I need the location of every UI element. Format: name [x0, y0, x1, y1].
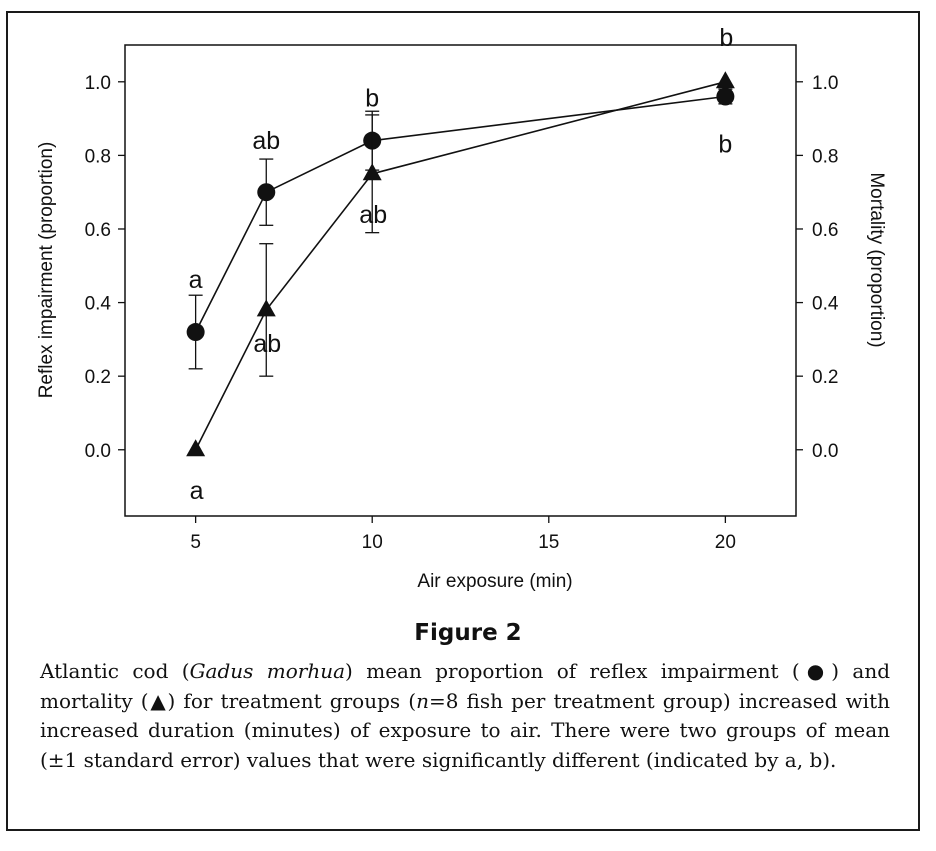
caption-part-1: Atlantic cod ( — [40, 659, 190, 683]
y-left-tick-label: 0.4 — [85, 294, 112, 315]
triangle-point — [362, 163, 382, 181]
y-right-tick-label: 0.8 — [812, 146, 838, 167]
circle-series-line — [194, 95, 726, 333]
y-right-tick-label: 0.0 — [812, 441, 838, 462]
significance-labels: a ab b b a ab ab b — [189, 24, 734, 505]
x-axis-title: Air exposure (min) — [417, 571, 572, 592]
y-right-tick-label: 0.2 — [812, 367, 838, 388]
figure-title: Figure 2 — [414, 620, 522, 646]
triangle-sig-label: ab — [253, 330, 281, 358]
y-right-tick-label: 0.4 — [812, 294, 839, 315]
y-left-tick-label: 0.0 — [85, 441, 111, 462]
figure-caption: Atlantic cod (Gadus morhua) mean proport… — [40, 657, 890, 775]
circle-point — [186, 323, 205, 342]
x-axis: 5 10 15 20 — [190, 516, 736, 553]
series-layer — [186, 71, 735, 457]
x-tick-label: 15 — [538, 532, 559, 553]
y-axis-left: 0.0 0.2 0.4 0.6 0.8 1.0 — [85, 73, 125, 462]
y-left-tick-label: 0.2 — [85, 367, 111, 388]
figure-frame — [6, 11, 920, 831]
triangle-point — [256, 299, 276, 317]
triangle-point — [186, 439, 206, 457]
triangle-sig-label: a — [190, 477, 204, 505]
plot-area — [124, 44, 797, 517]
triangle-series-line — [194, 81, 726, 451]
circle-sig-label: b — [365, 85, 379, 113]
circle-sig-label: b — [718, 131, 732, 159]
circle-sig-label: ab — [252, 127, 280, 155]
circle-point — [716, 87, 735, 106]
caption-species: Gadus morhua — [189, 659, 346, 683]
y-right-tick-label: 0.6 — [812, 220, 838, 241]
y-axis-left-title: Reflex impairment (proportion) — [36, 142, 57, 399]
chart: 5 10 15 20 0.00.20.40.60.81.0 0.00.20.40.60… — [36, 24, 887, 592]
caption-part-3: =8 fish per treatment group) increased w… — [40, 688, 890, 772]
triangle-sig-label: ab — [359, 201, 387, 229]
circle-point — [257, 183, 276, 202]
triangle-point — [715, 71, 735, 89]
y-axis-right: 0.0 0.2 0.4 0.6 0.8 1.0 — [796, 73, 839, 462]
y-axis-right-title: Mortality (proportion) — [866, 172, 887, 347]
caption-part-2: ) mean proportion of reflex impairment (… — [40, 659, 890, 713]
circle-sig-label: a — [189, 266, 203, 294]
y-left-tick-label: 0.8 — [85, 146, 111, 167]
x-tick-label: 20 — [715, 532, 736, 553]
y-right-tick-label: 1.0 — [812, 73, 838, 94]
triangle-sig-label: b — [719, 24, 733, 52]
x-tick-label: 10 — [362, 532, 383, 553]
y-left-tick-label: 1.0 — [85, 73, 111, 94]
caption-n-symbol: n — [416, 688, 429, 713]
y-left-tick-label: 0.6 — [85, 220, 111, 241]
x-tick-label: 5 — [190, 532, 201, 553]
